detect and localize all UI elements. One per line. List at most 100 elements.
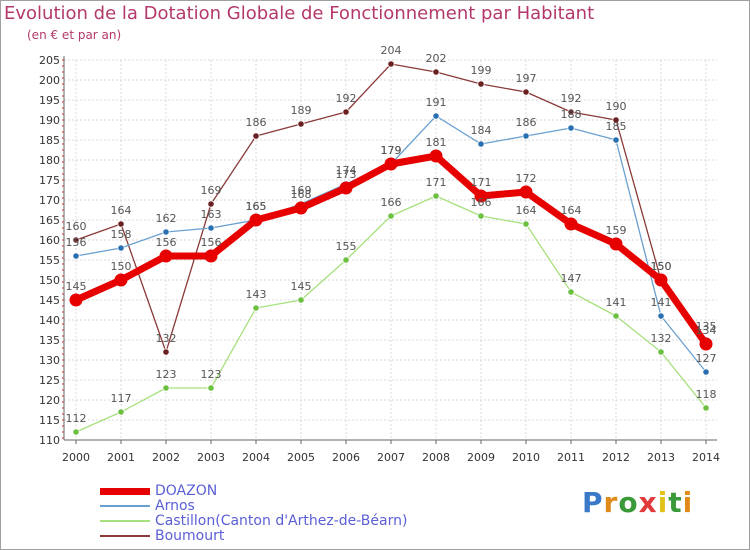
y-tick-label: 135 [39, 334, 60, 347]
y-tick-label: 145 [39, 294, 60, 307]
data-label-arnos: 163 [201, 208, 222, 221]
data-label-arnos: 127 [696, 352, 717, 365]
legend-swatch [100, 520, 150, 522]
data-point-castillon [522, 220, 530, 228]
x-tick-label: 2001 [107, 451, 135, 464]
data-point-doazon [519, 185, 533, 199]
axis-layer: 110 115 120 125 130 135 140 145 150 155 160 165 170 1… [39, 54, 720, 464]
data-label-castillon: 155 [336, 240, 357, 253]
data-point-boumourt [117, 220, 125, 228]
data-label-arnos: 185 [606, 120, 627, 133]
data-point-castillon [162, 384, 170, 392]
data-point-doazon [474, 189, 488, 203]
legend-label: DOAZON [155, 483, 218, 499]
y-tick-label: 130 [39, 354, 60, 367]
data-label-doazon: 181 [426, 136, 447, 149]
data-point-arnos [657, 312, 665, 320]
data-label-boumourt: 199 [471, 64, 492, 77]
data-point-doazon [654, 273, 668, 287]
data-point-arnos [432, 112, 440, 120]
data-label-doazon: 150 [111, 260, 132, 273]
data-label-castillon: 147 [561, 272, 582, 285]
data-label-doazon: 168 [291, 188, 312, 201]
y-tick-label: 160 [39, 234, 60, 247]
data-label-arnos: 184 [471, 124, 492, 137]
data-label-arnos: 191 [426, 96, 447, 109]
chart-subtitle: (en € et par an) [27, 28, 122, 42]
data-label-castillon: 118 [696, 388, 717, 401]
legend-label: Arnos [155, 498, 195, 514]
data-point-doazon [564, 217, 578, 231]
y-tick-label: 195 [39, 94, 60, 107]
data-label-boumourt: 197 [516, 72, 537, 85]
data-point-arnos [207, 224, 215, 232]
data-point-arnos [522, 132, 530, 140]
logo-letter: o [618, 486, 639, 519]
data-label-castillon: 132 [651, 332, 672, 345]
legend-swatch [100, 487, 150, 495]
data-point-boumourt [612, 116, 620, 124]
data-label-castillon: 123 [201, 368, 222, 381]
data-label-castillon: 164 [516, 204, 537, 217]
legend-label: Boumourt [155, 528, 225, 544]
y-tick-label: 115 [39, 414, 60, 427]
x-tick-label: 2003 [197, 451, 225, 464]
data-label-castillon: 117 [111, 392, 132, 405]
x-tick-label: 2004 [242, 451, 270, 464]
data-label-doazon: 172 [516, 172, 537, 185]
data-point-doazon [69, 293, 83, 307]
legend-swatch [100, 535, 150, 537]
logo-letter: t [668, 486, 683, 519]
data-point-castillon [567, 288, 575, 296]
data-label-boumourt: 202 [426, 52, 447, 65]
data-label-boumourt: 204 [381, 44, 402, 57]
series-layer [69, 60, 713, 436]
data-label-arnos: 141 [651, 296, 672, 309]
y-tick-label: 150 [39, 274, 60, 287]
y-tick-label: 170 [39, 194, 60, 207]
y-tick-label: 185 [39, 134, 60, 147]
y-tick-label: 110 [39, 434, 60, 447]
data-point-boumourt [252, 132, 260, 140]
y-tick-label: 205 [39, 54, 60, 67]
data-label-arnos: 165 [246, 200, 267, 213]
data-label-boumourt: 190 [606, 100, 627, 113]
data-point-castillon [702, 404, 710, 412]
data-point-arnos [72, 252, 80, 260]
data-point-boumourt [432, 68, 440, 76]
legend: DOAZON Arnos Castillon(Canton d'Arthez-d… [100, 483, 520, 544]
x-tick-label: 2011 [557, 451, 585, 464]
data-point-boumourt [72, 236, 80, 244]
data-point-doazon [114, 273, 128, 287]
data-label-arnos: 174 [336, 164, 357, 177]
data-label-boumourt: 169 [201, 184, 222, 197]
data-label-doazon: 164 [561, 204, 582, 217]
data-label-doazon: 165 [246, 200, 267, 213]
line-chart: 110 115 120 125 130 135 140 145 150 155 160 165 170 1… [39, 44, 720, 464]
data-label-doazon: 150 [651, 260, 672, 273]
data-label-doazon: 156 [156, 236, 177, 249]
x-tick-label: 2010 [512, 451, 540, 464]
logo-letter: r [603, 486, 619, 519]
data-label-boumourt: 189 [291, 104, 312, 117]
data-label-boumourt: 135 [696, 320, 717, 333]
data-point-arnos [117, 244, 125, 252]
logo-letter: P [582, 486, 604, 519]
data-label-arnos: 188 [561, 108, 582, 121]
data-label-boumourt: 192 [336, 92, 357, 105]
data-point-doazon [429, 149, 443, 163]
data-point-castillon [477, 212, 485, 220]
data-point-doazon [699, 337, 713, 351]
y-tick-label: 155 [39, 254, 60, 267]
legend-item-doazon: DOAZON [100, 483, 520, 499]
data-label-castillon: 112 [66, 412, 87, 425]
data-label-doazon: 171 [471, 176, 492, 189]
x-tick-label: 2014 [692, 451, 720, 464]
data-label-arnos: 156 [66, 236, 87, 249]
x-tick-label: 2012 [602, 451, 630, 464]
data-label-arnos: 179 [381, 144, 402, 157]
chart-title: Evolution de la Dotation Globale de Fonc… [4, 3, 595, 24]
data-point-castillon [117, 408, 125, 416]
x-tick-label: 2005 [287, 451, 315, 464]
data-label-castillon: 143 [246, 288, 267, 301]
